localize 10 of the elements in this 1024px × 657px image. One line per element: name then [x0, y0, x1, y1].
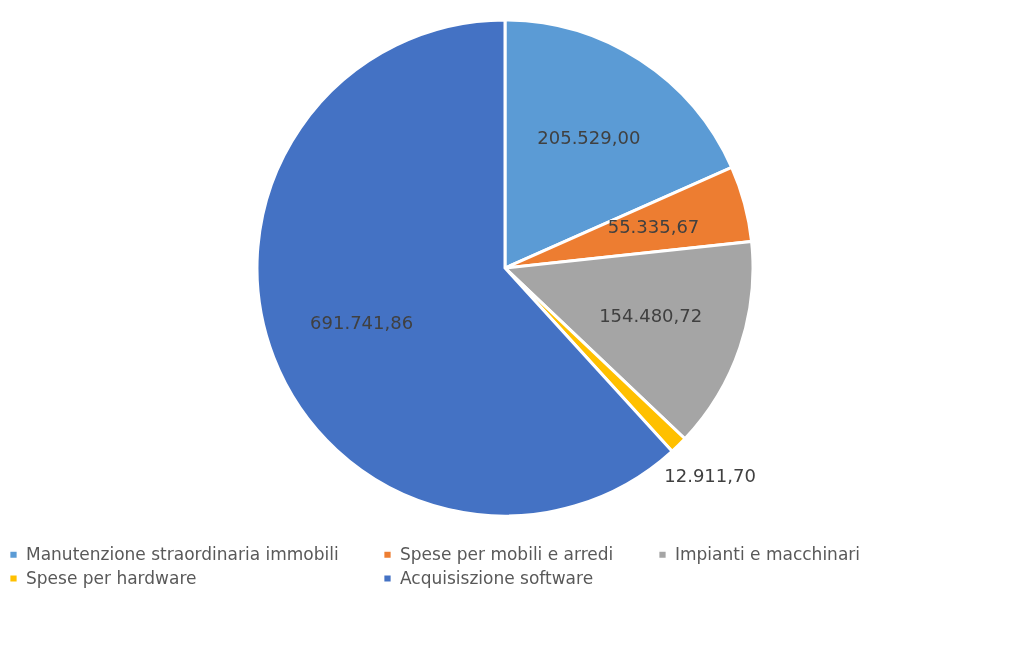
legend-label: Manutenzione straordinaria immobili — [26, 543, 339, 564]
data-label: 691.741,86 — [310, 311, 414, 333]
legend-label: Acquisiszione software — [400, 567, 594, 588]
legend-label: Spese per mobili e arredi — [400, 543, 614, 564]
legend-label: Impianti e macchinari — [675, 543, 861, 564]
data-label: 55.335,67 — [607, 216, 700, 238]
legend-label: Spese per hardware — [26, 567, 197, 588]
data-label: 154.480,72 — [599, 305, 703, 327]
data-label: 12.911,70 — [664, 465, 756, 487]
data-label: 205.529,00 — [537, 127, 641, 149]
